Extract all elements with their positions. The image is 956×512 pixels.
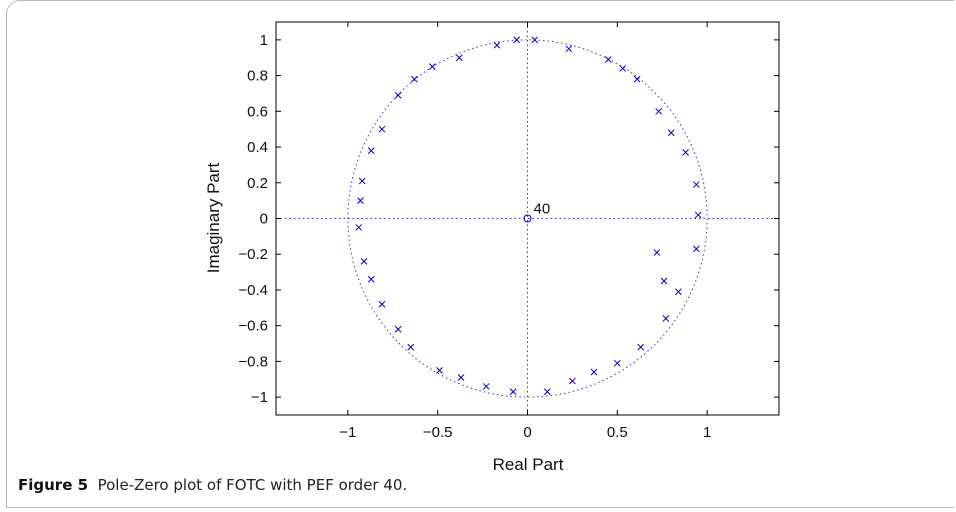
pole-marker xyxy=(653,249,661,256)
y-tick-label: 0.4 xyxy=(247,139,268,156)
pole-marker xyxy=(565,45,573,53)
pole-marker xyxy=(394,91,402,99)
pole-marker xyxy=(662,315,670,322)
y-tick-label: 0.2 xyxy=(247,175,268,192)
pole-marker xyxy=(455,54,463,62)
pole-marker xyxy=(569,377,576,385)
unit-circle xyxy=(347,39,708,398)
x-tick-label: 0.5 xyxy=(607,424,628,441)
figure-frame xyxy=(6,0,954,508)
pole-marker xyxy=(693,181,700,188)
pole-marker xyxy=(358,177,366,185)
pole-marker xyxy=(694,211,702,219)
pole-marker xyxy=(613,359,621,367)
figure-caption-text: Pole-Zero plot of FOTC with PEF order 40… xyxy=(97,476,408,494)
x-tick-label: −1 xyxy=(339,424,356,441)
pole-marker xyxy=(655,107,662,115)
pole-marker xyxy=(543,388,551,396)
y-tick-label: 0.8 xyxy=(247,68,268,85)
pole-marker xyxy=(360,258,368,265)
pole-marker xyxy=(394,325,402,333)
pole-marker xyxy=(633,75,641,83)
pole-marker xyxy=(590,368,598,376)
pole-marker xyxy=(482,383,490,390)
pole-marker xyxy=(457,374,465,381)
y-tick-label: 1 xyxy=(260,32,268,49)
y-axis-label: Imaginary Part xyxy=(204,162,223,273)
pole-marker xyxy=(531,36,539,44)
y-tick-label: 0.6 xyxy=(247,103,268,120)
pole-marker xyxy=(407,343,415,351)
pole-marker xyxy=(410,75,418,83)
y-tick-label: −0.4 xyxy=(238,282,268,299)
y-tick-label: −0.6 xyxy=(238,318,268,335)
figure-caption-label: Figure 5 xyxy=(18,476,89,494)
x-tick-label: 1 xyxy=(703,424,711,441)
pole-marker xyxy=(675,288,682,296)
pole-marker xyxy=(637,343,645,351)
pole-marker xyxy=(619,65,627,72)
pole-zero-chart: −1 −0.5 0 0.5 1 −1 −0.8 −0.6 −0.4 −0.2 0 0.2 0.4 0.6 0… xyxy=(204,21,780,470)
x-axis-label: Real Part xyxy=(493,455,564,470)
x-tick-label: 0 xyxy=(523,424,531,441)
pole-marker xyxy=(367,147,375,154)
y-tick-label: 0 xyxy=(260,211,268,228)
pole-marker xyxy=(493,41,501,49)
pole-marker xyxy=(355,224,362,231)
pole-marker xyxy=(436,366,443,374)
pole-marker xyxy=(509,388,517,396)
y-tick-label: −0.2 xyxy=(238,246,268,263)
x-tick-label: −0.5 xyxy=(423,424,453,441)
plot-area: −1 −0.5 0 0.5 1 −1 −0.8 −0.6 −0.4 −0.2 0 0.2 0.4 0.6 0… xyxy=(238,21,780,441)
pole-marker xyxy=(378,125,386,133)
pole-marker xyxy=(513,36,521,44)
pole-marker xyxy=(357,197,364,204)
figure-caption: Figure 5 Pole-Zero plot of FOTC with PEF… xyxy=(18,476,407,494)
pole-marker xyxy=(693,245,700,253)
pole-marker xyxy=(667,129,675,137)
pole-marker xyxy=(428,63,436,71)
pole-marker xyxy=(660,277,668,285)
y-tick-label: −0.8 xyxy=(238,353,268,370)
y-tick-label: −1 xyxy=(251,389,268,406)
pole-marker xyxy=(682,149,689,156)
zero-marker xyxy=(523,214,532,223)
pole-marker xyxy=(367,275,375,283)
pole-marker xyxy=(378,300,386,308)
zero-multiplicity-label: 40 xyxy=(534,201,551,218)
pole-marker xyxy=(604,56,612,63)
